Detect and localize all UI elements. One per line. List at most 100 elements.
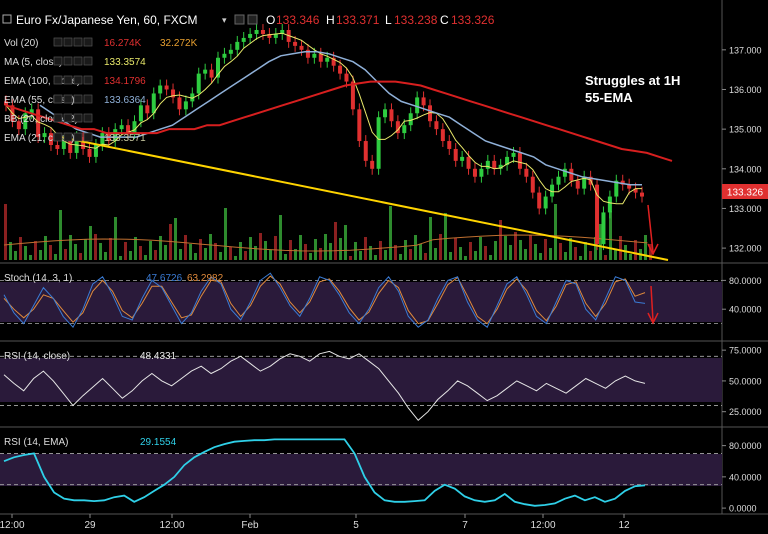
candle-body <box>216 57 220 78</box>
volume-bar <box>189 244 192 260</box>
legend-action-icon[interactable] <box>53 56 63 66</box>
y-tick-label: 25.0000 <box>729 407 762 417</box>
settings-icon[interactable] <box>247 14 258 25</box>
x-tick-label: 12 <box>618 520 630 531</box>
x-tick-label: 29 <box>84 520 96 531</box>
stoch-title[interactable]: Stoch (14, 3, 1) <box>4 273 72 284</box>
candle-body <box>620 180 625 185</box>
legend-action-icon[interactable] <box>53 113 63 123</box>
candle-body <box>42 133 47 138</box>
legend-action-icon[interactable] <box>63 75 73 85</box>
symbol-title[interactable]: Euro Fx/Japanese Yen, 60, FXCM <box>16 13 197 27</box>
candle-body <box>36 109 41 138</box>
legend-action-icon[interactable] <box>83 56 93 66</box>
candle-body <box>640 192 644 197</box>
candle-body <box>145 105 150 114</box>
legend-value: 32.272K <box>160 38 198 49</box>
volume-bar <box>129 251 132 260</box>
volume-bar <box>584 242 587 260</box>
legend-action-icon[interactable] <box>83 75 93 85</box>
legend-value: 16.274K <box>104 38 142 49</box>
legend-action-icon[interactable] <box>73 37 83 47</box>
legend-action-icon[interactable] <box>53 75 63 85</box>
candle-body <box>29 109 34 114</box>
volume-bar <box>624 245 627 260</box>
trendline[interactable] <box>54 135 669 261</box>
rsi-close-value: 48.4331 <box>140 351 177 362</box>
rsi-close-title[interactable]: RSI (14, close) <box>4 351 70 362</box>
candle-body <box>280 30 285 34</box>
volume-bar <box>159 236 162 260</box>
volume-bar <box>104 252 107 260</box>
candle-body <box>4 101 8 106</box>
legend-action-icon[interactable] <box>83 37 93 47</box>
y-tick-label: 80.0000 <box>729 441 762 451</box>
volume-bar <box>599 224 602 260</box>
ohlc-h-value: 133.371 <box>336 13 380 27</box>
candle-body <box>408 113 413 126</box>
legend-action-icon[interactable] <box>73 113 83 123</box>
volume-bar <box>64 249 67 260</box>
candle-body <box>338 65 343 74</box>
volume-bar <box>94 234 97 260</box>
eye-icon[interactable] <box>234 14 245 25</box>
stoch-band <box>0 282 722 322</box>
volume-bar <box>114 217 117 260</box>
volume-bar <box>399 254 402 260</box>
legend-action-icon[interactable] <box>83 132 93 142</box>
legend-action-icon[interactable] <box>83 94 93 104</box>
volume-bar <box>354 242 357 260</box>
volume-bar <box>99 243 102 260</box>
volume-bar <box>594 237 597 260</box>
volume-bar <box>544 239 547 260</box>
ohlc-h-label: H <box>326 13 335 27</box>
legend-action-icon[interactable] <box>63 94 73 104</box>
rsi-ema-title[interactable]: RSI (14, EMA) <box>4 437 68 448</box>
legend-action-icon[interactable] <box>73 132 83 142</box>
candle-body <box>421 97 426 106</box>
chart-header: Euro Fx/Japanese Yen, 60, FXCM ▾ O 133.3… <box>2 13 495 27</box>
legend-action-icon[interactable] <box>73 75 83 85</box>
volume-bar <box>314 239 317 260</box>
volume-bar <box>59 210 62 260</box>
volume-bar <box>214 243 217 260</box>
legend-action-icon[interactable] <box>73 94 83 104</box>
candle-body <box>383 109 388 118</box>
stoch-d-line <box>3 275 646 325</box>
y-tick-label: 40.0000 <box>729 472 762 482</box>
volume-bar <box>219 252 222 260</box>
legend-value: 134.1796 <box>104 76 146 87</box>
ohlc-l-value: 133.238 <box>394 13 438 27</box>
legend-label: BB (20, close, 2) <box>4 114 78 125</box>
candle-body <box>196 73 201 94</box>
legend-action-icon[interactable] <box>63 37 73 47</box>
legend-action-icon[interactable] <box>83 113 93 123</box>
candle-body <box>260 30 265 34</box>
legend-value: 133.3571 <box>104 133 146 144</box>
volume-bar <box>559 243 562 260</box>
volume-bar <box>409 249 412 260</box>
legend-action-icon[interactable] <box>53 94 63 104</box>
legend-action-icon[interactable] <box>63 56 73 66</box>
volume-bar <box>454 238 457 260</box>
candle-body <box>222 53 227 58</box>
volume-bar <box>504 236 507 260</box>
chevron-down-icon[interactable]: ▾ <box>222 15 227 25</box>
volume-bar <box>24 246 27 260</box>
volume-bar <box>109 238 112 260</box>
volume-bar <box>334 222 337 260</box>
legend-action-icon[interactable] <box>53 132 63 142</box>
legend-action-icon[interactable] <box>53 37 63 47</box>
volume-bar <box>379 241 382 260</box>
volume-bar <box>434 248 437 260</box>
candle-body <box>138 105 143 122</box>
volume-bar <box>79 253 82 260</box>
legend-action-icon[interactable] <box>63 113 73 123</box>
legend-action-icon[interactable] <box>63 132 73 142</box>
legend-action-icon[interactable] <box>73 56 83 66</box>
volume-bar <box>614 250 617 260</box>
candle-body <box>524 168 529 177</box>
candle-body <box>575 180 580 189</box>
collapse-icon[interactable] <box>2 14 12 24</box>
